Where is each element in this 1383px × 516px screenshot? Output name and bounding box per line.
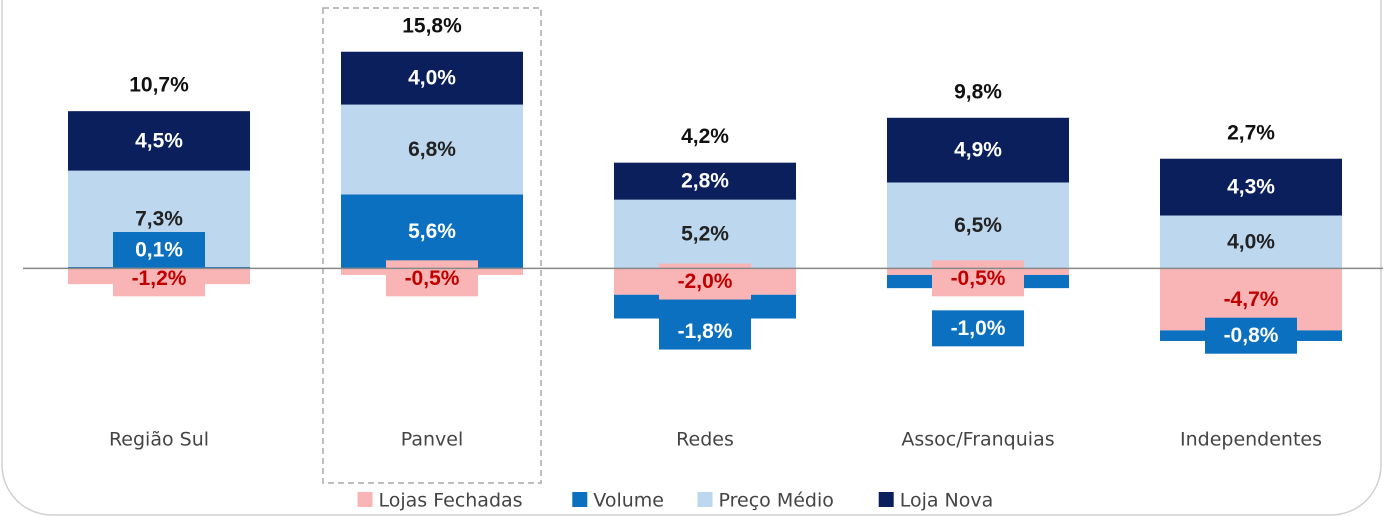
value-label: 5,6% bbox=[408, 220, 456, 243]
bar-segment bbox=[887, 182, 1069, 269]
value-label: 6,8% bbox=[408, 138, 456, 161]
x-tick-label: Assoc/Franquias bbox=[901, 429, 1054, 451]
value-label: 0,1% bbox=[135, 239, 183, 262]
total-label: 10,7% bbox=[129, 74, 189, 97]
legend-label: Lojas Fechadas bbox=[379, 490, 523, 512]
legend-swatch bbox=[878, 492, 894, 507]
value-label: 2,8% bbox=[681, 170, 729, 193]
total-label: 4,2% bbox=[681, 125, 729, 148]
highlight-box bbox=[322, 7, 542, 484]
total-label: 9,8% bbox=[954, 80, 1002, 103]
x-tick-label: Região Sul bbox=[109, 429, 209, 451]
legend-swatch bbox=[572, 492, 588, 507]
value-label: 4,0% bbox=[1227, 230, 1275, 253]
total-label: 2,7% bbox=[1227, 121, 1275, 144]
value-label: 4,3% bbox=[1227, 176, 1275, 199]
value-label-box bbox=[932, 260, 1024, 297]
value-label: 5,2% bbox=[681, 223, 729, 246]
value-label-box bbox=[659, 313, 751, 350]
bar-segment bbox=[68, 111, 250, 171]
value-label-box bbox=[1205, 317, 1297, 354]
value-label: 7,3% bbox=[135, 207, 183, 230]
bar-segment bbox=[614, 162, 796, 200]
value-label: -0,5% bbox=[951, 267, 1006, 290]
bar-segment bbox=[1160, 158, 1342, 216]
value-label: 6,5% bbox=[954, 214, 1002, 237]
legend-label: Loja Nova bbox=[900, 490, 994, 512]
value-label: -1,8% bbox=[678, 320, 733, 343]
bar-segment bbox=[614, 199, 796, 269]
bar-segment bbox=[341, 51, 523, 105]
value-label-box bbox=[659, 263, 751, 300]
value-label: 4,0% bbox=[408, 67, 456, 90]
x-tick-label: Panvel bbox=[401, 429, 464, 451]
value-label: 4,5% bbox=[135, 129, 183, 152]
legend-label: Volume bbox=[593, 490, 664, 512]
bar-segment bbox=[614, 294, 796, 319]
value-label: -2,0% bbox=[678, 270, 733, 293]
value-label-box bbox=[932, 310, 1024, 347]
value-label: -1,2% bbox=[132, 267, 187, 290]
value-label: -1,0% bbox=[951, 317, 1006, 340]
x-tick-label: Redes bbox=[676, 429, 734, 451]
bar-segment bbox=[341, 104, 523, 195]
value-label: 4,9% bbox=[954, 139, 1002, 162]
x-tick-label: Independentes bbox=[1180, 429, 1322, 451]
total-label: 15,8% bbox=[402, 14, 462, 37]
value-label: -0,5% bbox=[405, 267, 460, 290]
bar-segment bbox=[341, 194, 523, 269]
legend-swatch bbox=[357, 492, 373, 507]
value-label-box bbox=[113, 232, 205, 269]
value-label-box bbox=[386, 260, 478, 297]
legend-swatch bbox=[697, 492, 713, 507]
bar-segment bbox=[1160, 215, 1342, 269]
value-label: -0,8% bbox=[1224, 324, 1279, 347]
bar-segment bbox=[887, 117, 1069, 183]
legend-label: Preço Médio bbox=[719, 490, 834, 512]
value-label: -4,7% bbox=[1224, 288, 1279, 311]
